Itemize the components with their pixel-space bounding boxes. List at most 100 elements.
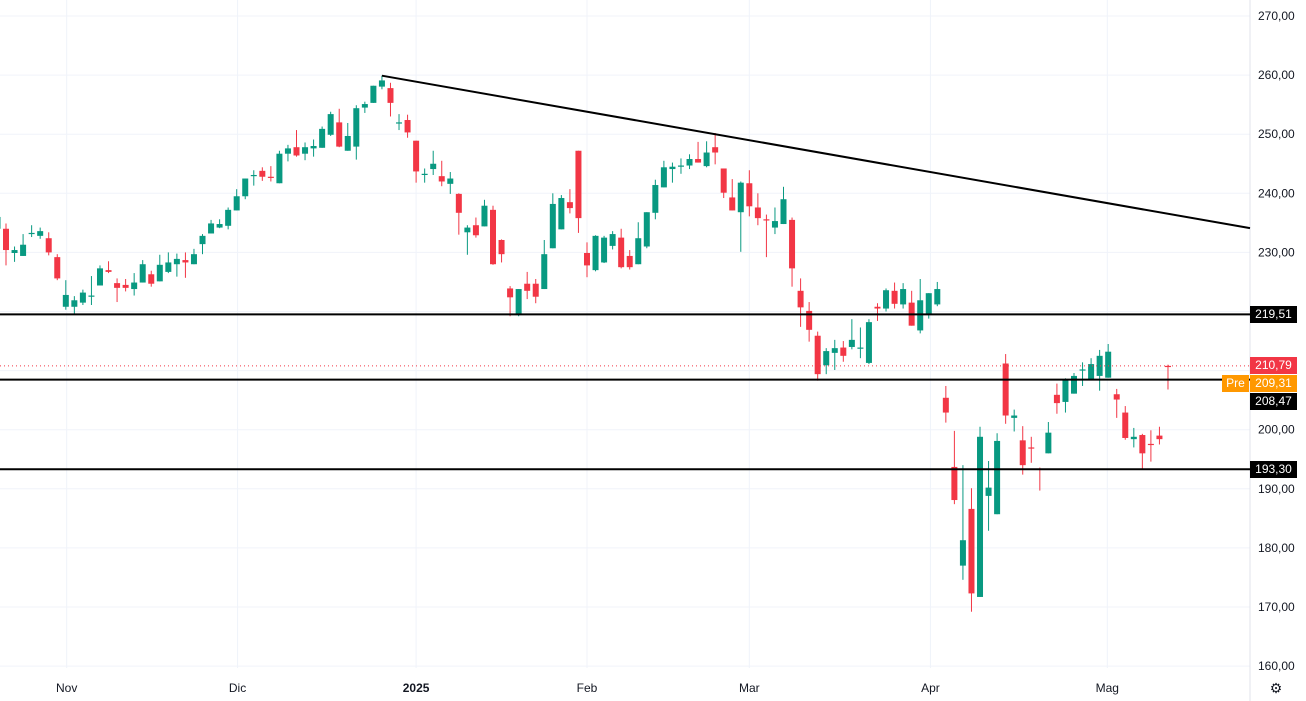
candle <box>396 114 403 131</box>
candle-body <box>225 209 232 226</box>
price-tick-label: 260,00 <box>1258 68 1295 82</box>
candle <box>182 252 189 278</box>
candle <box>660 160 667 188</box>
candle <box>413 140 420 183</box>
candle <box>293 130 300 157</box>
candle-body <box>1079 369 1086 371</box>
candle-body <box>344 135 351 151</box>
candle <box>549 193 556 249</box>
candle-body <box>677 165 684 167</box>
candle <box>532 278 539 304</box>
gear-icon[interactable]: ⚙ <box>1269 680 1283 696</box>
candle-body <box>361 104 368 108</box>
candle <box>20 234 27 256</box>
candle <box>754 193 761 226</box>
candle <box>695 141 702 163</box>
candle <box>0 216 1 229</box>
candle-body <box>626 255 633 268</box>
candle-body <box>1113 394 1120 400</box>
candle <box>430 150 437 175</box>
candle-body <box>652 185 659 213</box>
candle-body <box>242 178 249 197</box>
candle-body <box>985 487 992 496</box>
candle <box>336 108 343 148</box>
candle <box>746 170 753 217</box>
candle <box>122 278 129 292</box>
candle-body <box>549 203 556 249</box>
time-axis[interactable]: Nov Dic 2025 Feb Mar Apr Mag <box>56 681 1119 695</box>
candle <box>242 178 249 200</box>
candle-body <box>396 122 403 124</box>
candle-body <box>1156 435 1163 440</box>
candle <box>1053 383 1060 414</box>
candle-body <box>293 147 300 156</box>
candle <box>1122 406 1129 440</box>
candle-body <box>695 159 702 163</box>
candle-body <box>1028 447 1035 449</box>
price-tick-label: 160,00 <box>1258 659 1295 673</box>
candle-body <box>1002 363 1009 416</box>
candle-body <box>336 122 343 147</box>
candle <box>566 189 573 214</box>
candle-body <box>165 262 172 272</box>
candle <box>891 282 898 309</box>
candle <box>601 235 608 264</box>
candle-body <box>105 270 112 272</box>
candle <box>267 166 274 182</box>
candle <box>737 181 744 252</box>
candle-body <box>182 260 189 263</box>
price-axis[interactable]: 270,00 260,00 250,00 240,00 230,00 200,00 190,… <box>1258 9 1295 673</box>
candle <box>490 205 497 265</box>
time-tick-label: Mag <box>1096 681 1119 695</box>
trend-line <box>381 74 1251 230</box>
candle <box>148 270 155 287</box>
candle <box>481 199 488 227</box>
candle <box>831 339 838 371</box>
candle <box>994 433 1001 515</box>
candle-body <box>464 227 471 233</box>
candle <box>848 319 855 350</box>
candle <box>199 234 206 255</box>
candle <box>344 122 351 151</box>
candle-body <box>1053 394 1060 404</box>
candle-body <box>114 283 121 288</box>
candle-body <box>575 150 582 219</box>
candle <box>1002 354 1009 424</box>
candle-body <box>413 140 420 172</box>
candle-body <box>148 274 155 284</box>
candle <box>319 126 326 148</box>
candle-body <box>319 128 326 148</box>
candle-body <box>823 351 830 366</box>
time-tick-label: Dic <box>229 681 246 695</box>
candle-body <box>1045 432 1052 454</box>
candle <box>712 133 719 165</box>
candle-body <box>54 257 61 279</box>
candle-body <box>455 193 462 213</box>
price-tick-label: 270,00 <box>1258 9 1295 23</box>
candle <box>96 265 103 286</box>
last-price-tag: 210,79 <box>1250 357 1297 375</box>
candle <box>840 341 847 362</box>
candle-body <box>592 235 599 271</box>
candle-body <box>481 205 488 227</box>
candle-body <box>797 290 804 308</box>
candle-body <box>968 508 975 594</box>
candle <box>276 150 283 184</box>
price-tick-label: 240,00 <box>1258 186 1295 200</box>
candle <box>583 242 590 278</box>
drawn-lines[interactable] <box>0 74 1251 471</box>
candle <box>190 248 197 265</box>
candle-body <box>1011 415 1018 418</box>
candle <box>302 142 309 161</box>
candle <box>908 290 915 326</box>
candle <box>771 207 778 235</box>
level-tag-193: 193,30 <box>1250 460 1297 478</box>
candle-body <box>1019 440 1026 466</box>
candle <box>1105 344 1112 378</box>
candle-body <box>1122 412 1129 438</box>
candle-body <box>156 264 163 282</box>
candle <box>524 271 531 300</box>
candle <box>421 168 428 183</box>
time-tick-label: Nov <box>56 681 77 695</box>
